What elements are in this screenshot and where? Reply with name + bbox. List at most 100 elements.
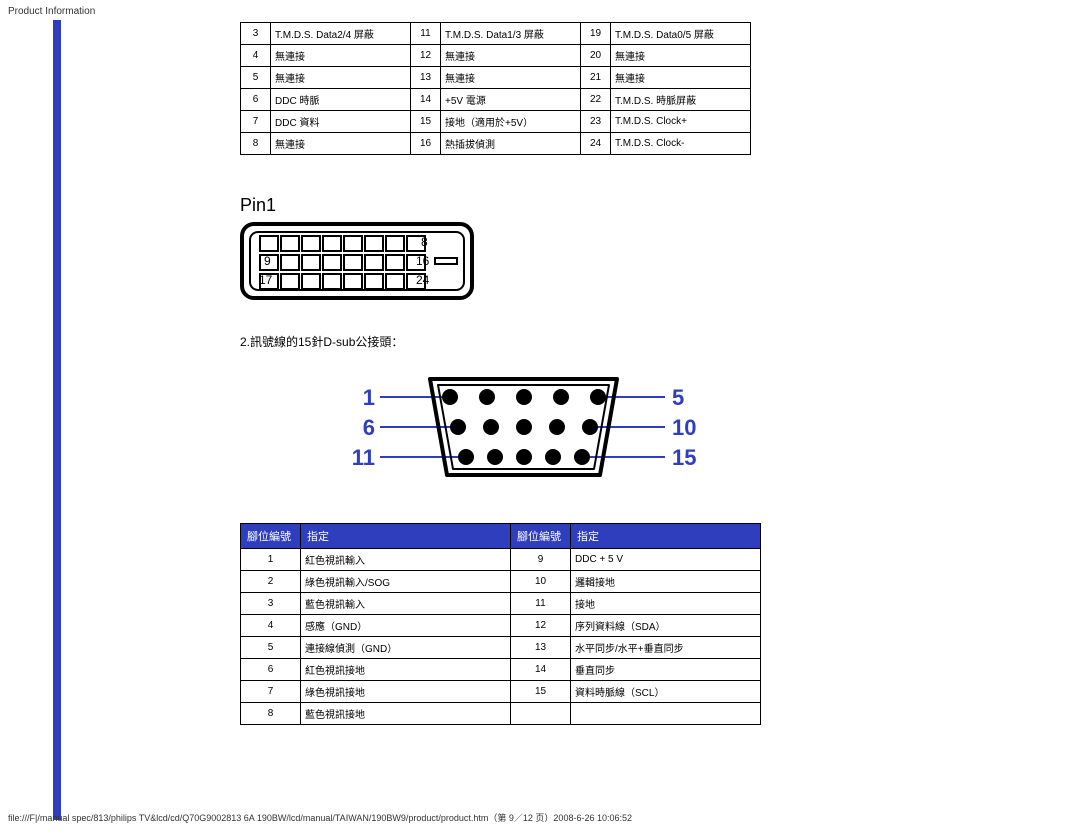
table-row: 8無連接16熱插拔偵測24T.M.D.S. Clock- xyxy=(241,133,751,155)
table-row: 3藍色視訊輸入11接地 xyxy=(241,593,761,615)
dvi-pin-table: 3T.M.D.S. Data2/4 屏蔽11T.M.D.S. Data1/3 屏… xyxy=(240,22,751,155)
table-cell: 5 xyxy=(241,637,301,659)
dvi-pin-label-24: 24 xyxy=(416,273,430,287)
table-cell: 15 xyxy=(511,681,571,703)
table-cell: 8 xyxy=(241,133,271,155)
dvi-pin-label-8: 8 xyxy=(421,235,428,249)
dsub-th-1: 腳位編號 xyxy=(241,524,301,549)
dvi-pin-label-17: 17 xyxy=(259,273,273,287)
table-cell: 紅色視訊輸入 xyxy=(301,549,511,571)
svg-text:1: 1 xyxy=(363,385,375,410)
table-cell: 8 xyxy=(241,703,301,725)
table-cell: 邏輯接地 xyxy=(571,571,761,593)
svg-text:6: 6 xyxy=(363,415,375,440)
table-cell: 5 xyxy=(241,67,271,89)
table-cell: T.M.D.S. Clock- xyxy=(611,133,751,155)
table-cell: 20 xyxy=(581,45,611,67)
table-cell: 熱插拔偵測 xyxy=(441,133,581,155)
table-cell: 3 xyxy=(241,593,301,615)
table-cell xyxy=(571,703,761,725)
table-cell xyxy=(511,703,571,725)
table-cell: 13 xyxy=(411,67,441,89)
table-cell: 7 xyxy=(241,681,301,703)
table-cell: 11 xyxy=(511,593,571,615)
table-row: 7DDC 資料15接地（適用於+5V）23T.M.D.S. Clock+ xyxy=(241,111,751,133)
table-cell: DDC + 5 V xyxy=(571,549,761,571)
dsub-th-4: 指定 xyxy=(571,524,761,549)
table-cell: 無連接 xyxy=(441,45,581,67)
table-cell: 23 xyxy=(581,111,611,133)
svg-text:15: 15 xyxy=(672,445,696,470)
table-cell: 感應（GND） xyxy=(301,615,511,637)
main-content: 3T.M.D.S. Data2/4 屏蔽11T.M.D.S. Data1/3 屏… xyxy=(240,22,761,725)
dvi-pin-label-16: 16 xyxy=(416,254,430,268)
table-row: 2綠色視訊輸入/SOG10邏輯接地 xyxy=(241,571,761,593)
dvi-connector-diagram: 8 16 24 9 17 xyxy=(240,222,761,303)
table-cell: 接地（適用於+5V） xyxy=(441,111,581,133)
dsub-th-3: 腳位編號 xyxy=(511,524,571,549)
table-cell: 無連接 xyxy=(441,67,581,89)
table-cell: 接地 xyxy=(571,593,761,615)
table-cell: 水平同步/水平+垂直同步 xyxy=(571,637,761,659)
table-cell: 2 xyxy=(241,571,301,593)
dsub-th-2: 指定 xyxy=(301,524,511,549)
table-cell: 12 xyxy=(411,45,441,67)
sidebar-accent xyxy=(53,20,61,820)
table-row: 3T.M.D.S. Data2/4 屏蔽11T.M.D.S. Data1/3 屏… xyxy=(241,23,751,45)
table-cell: 4 xyxy=(241,45,271,67)
table-cell: 11 xyxy=(411,23,441,45)
table-row: 5無連接13無連接21無連接 xyxy=(241,67,751,89)
table-cell: T.M.D.S. Data1/3 屏蔽 xyxy=(441,23,581,45)
table-cell: 序列資料線（SDA） xyxy=(571,615,761,637)
table-cell: 6 xyxy=(241,89,271,111)
table-cell: 21 xyxy=(581,67,611,89)
table-cell: 14 xyxy=(411,89,441,111)
table-cell: T.M.D.S. Data2/4 屏蔽 xyxy=(271,23,411,45)
table-cell: 6 xyxy=(241,659,301,681)
table-cell: 10 xyxy=(511,571,571,593)
svg-text:11: 11 xyxy=(352,445,375,470)
table-cell: 22 xyxy=(581,89,611,111)
table-cell: 紅色視訊接地 xyxy=(301,659,511,681)
table-cell: 藍色視訊接地 xyxy=(301,703,511,725)
table-row: 8藍色視訊接地 xyxy=(241,703,761,725)
table-cell: 1 xyxy=(241,549,301,571)
table-row: 6DDC 時脈14+5V 電源22T.M.D.S. 時脈屏蔽 xyxy=(241,89,751,111)
table-cell: 13 xyxy=(511,637,571,659)
page-header: Product Information xyxy=(8,6,95,17)
table-cell: 連接線偵測（GND） xyxy=(301,637,511,659)
dsub-pin-table: 腳位編號 指定 腳位編號 指定 1紅色視訊輸入9DDC + 5 V2綠色視訊輸入… xyxy=(240,523,761,725)
table-cell: 12 xyxy=(511,615,571,637)
table-cell: 資料時脈線（SCL） xyxy=(571,681,761,703)
table-cell: T.M.D.S. Data0/5 屏蔽 xyxy=(611,23,751,45)
table-cell: 藍色視訊輸入 xyxy=(301,593,511,615)
table-cell: 無連接 xyxy=(611,67,751,89)
dvi-pin-label-9: 9 xyxy=(264,254,271,268)
table-row: 4無連接12無連接20無連接 xyxy=(241,45,751,67)
table-cell: 14 xyxy=(511,659,571,681)
table-row: 6紅色視訊接地14垂直同步 xyxy=(241,659,761,681)
table-cell: 3 xyxy=(241,23,271,45)
svg-text:10: 10 xyxy=(672,415,696,440)
footer-text: file:///F|/manual spec/813/philips TV&lc… xyxy=(8,811,632,824)
table-cell: DDC 時脈 xyxy=(271,89,411,111)
table-cell: 無連接 xyxy=(271,45,411,67)
pin1-label: Pin1 xyxy=(240,195,761,216)
table-cell: 綠色視訊接地 xyxy=(301,681,511,703)
table-cell: 9 xyxy=(511,549,571,571)
table-cell: 4 xyxy=(241,615,301,637)
table-cell: +5V 電源 xyxy=(441,89,581,111)
table-cell: DDC 資料 xyxy=(271,111,411,133)
table-cell: 無連接 xyxy=(611,45,751,67)
table-cell: 15 xyxy=(411,111,441,133)
table-row: 7綠色視訊接地15資料時脈線（SCL） xyxy=(241,681,761,703)
table-cell: 24 xyxy=(581,133,611,155)
table-cell: 綠色視訊輸入/SOG xyxy=(301,571,511,593)
table-cell: 16 xyxy=(411,133,441,155)
svg-text:5: 5 xyxy=(672,385,684,410)
table-cell: 無連接 xyxy=(271,67,411,89)
section2-label: 2.訊號線的15針D-sub公接頭： xyxy=(240,333,761,350)
table-cell: 無連接 xyxy=(271,133,411,155)
table-cell: 19 xyxy=(581,23,611,45)
table-cell: T.M.D.S. 時脈屏蔽 xyxy=(611,89,751,111)
